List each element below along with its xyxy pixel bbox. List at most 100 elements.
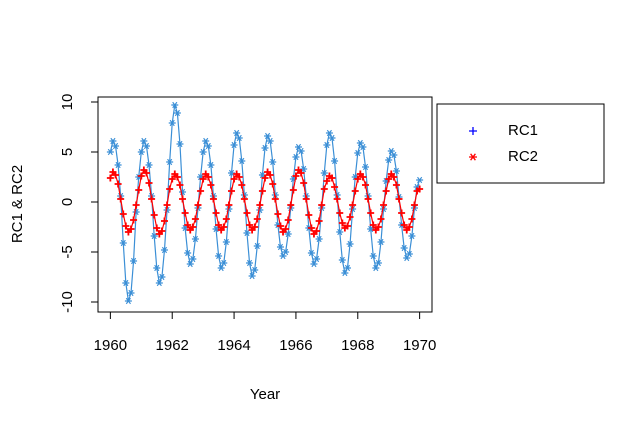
series-line <box>109 104 421 302</box>
data-point <box>392 181 400 189</box>
data-point <box>390 173 398 181</box>
data-point <box>398 209 406 217</box>
data-point <box>284 216 292 224</box>
y-tick-label: 0 <box>59 198 76 206</box>
data-point <box>124 297 132 305</box>
data-point <box>153 224 161 232</box>
data-point <box>171 101 179 109</box>
data-point <box>382 187 390 195</box>
data-point <box>336 209 344 217</box>
data-point <box>150 232 158 240</box>
data-point <box>408 232 416 240</box>
data-point <box>155 279 163 287</box>
data-point <box>130 216 138 224</box>
data-point <box>166 185 174 193</box>
data-point <box>207 181 215 189</box>
data-point <box>256 201 264 209</box>
data-point <box>284 230 292 238</box>
data-point <box>122 222 130 230</box>
data-point <box>377 238 385 246</box>
data-point <box>243 229 251 237</box>
data-point <box>127 225 135 233</box>
data-point <box>377 215 385 223</box>
x-axis-label: Year <box>250 386 280 403</box>
data-point <box>385 175 393 183</box>
data-point <box>261 174 269 182</box>
data-point <box>367 225 375 233</box>
data-point <box>343 264 351 272</box>
data-point <box>153 264 161 272</box>
data-point <box>282 225 290 233</box>
data-point <box>173 173 181 181</box>
data-point <box>222 215 230 223</box>
data-point <box>369 252 377 260</box>
data-point <box>179 195 187 203</box>
data-point <box>235 134 243 142</box>
data-point <box>305 211 313 219</box>
data-point <box>158 227 166 235</box>
x-tick-label: 1968 <box>341 337 374 354</box>
data-point <box>194 201 202 209</box>
data-point <box>359 173 367 181</box>
data-point <box>168 175 176 183</box>
data-point <box>374 259 382 267</box>
data-point <box>228 169 236 177</box>
data-point <box>346 213 354 221</box>
data-point <box>374 223 382 231</box>
data-point <box>307 224 315 232</box>
data-point <box>209 195 217 203</box>
data-point <box>362 181 370 189</box>
data-point <box>150 211 158 219</box>
data-point <box>338 219 346 227</box>
data-point <box>251 266 259 274</box>
data-point <box>364 195 372 203</box>
data-point <box>338 256 346 264</box>
data-point <box>246 259 254 267</box>
data-point <box>346 240 354 248</box>
y-tick-label: -10 <box>59 291 76 313</box>
data-point <box>343 222 351 230</box>
data-point <box>184 249 192 257</box>
data-point <box>367 209 375 217</box>
data-point <box>199 148 207 156</box>
data-point <box>253 215 261 223</box>
data-point <box>176 181 184 189</box>
data-point <box>400 244 408 252</box>
data-point <box>405 223 413 231</box>
data-point <box>258 187 266 195</box>
data-point <box>395 195 403 203</box>
data-point <box>362 163 370 171</box>
data-point <box>140 137 148 145</box>
data-point <box>130 257 138 265</box>
data-point <box>109 137 117 145</box>
data-point <box>114 180 122 188</box>
data-point <box>269 180 277 188</box>
x-tick-label: 1970 <box>403 337 436 354</box>
data-point <box>220 259 228 267</box>
data-point <box>325 129 333 137</box>
data-point <box>292 172 300 180</box>
y-tick-label: 5 <box>59 148 76 156</box>
data-point <box>302 195 310 203</box>
data-point <box>320 169 328 177</box>
data-point <box>184 221 192 229</box>
data-point <box>119 239 127 247</box>
legend-marker <box>469 127 477 135</box>
data-point <box>135 186 143 194</box>
data-point <box>369 221 377 229</box>
data-point <box>392 167 400 175</box>
data-point <box>160 217 168 225</box>
data-point <box>176 140 184 148</box>
data-point <box>114 161 122 169</box>
data-point <box>106 174 114 182</box>
data-point <box>336 228 344 236</box>
data-point <box>119 210 127 218</box>
data-point <box>354 175 362 183</box>
data-point <box>390 151 398 159</box>
data-point <box>264 132 272 140</box>
data-point <box>261 144 269 152</box>
data-point <box>354 149 362 157</box>
y-axis-label: RC1 & RC2 <box>9 165 26 243</box>
data-point <box>307 249 315 257</box>
